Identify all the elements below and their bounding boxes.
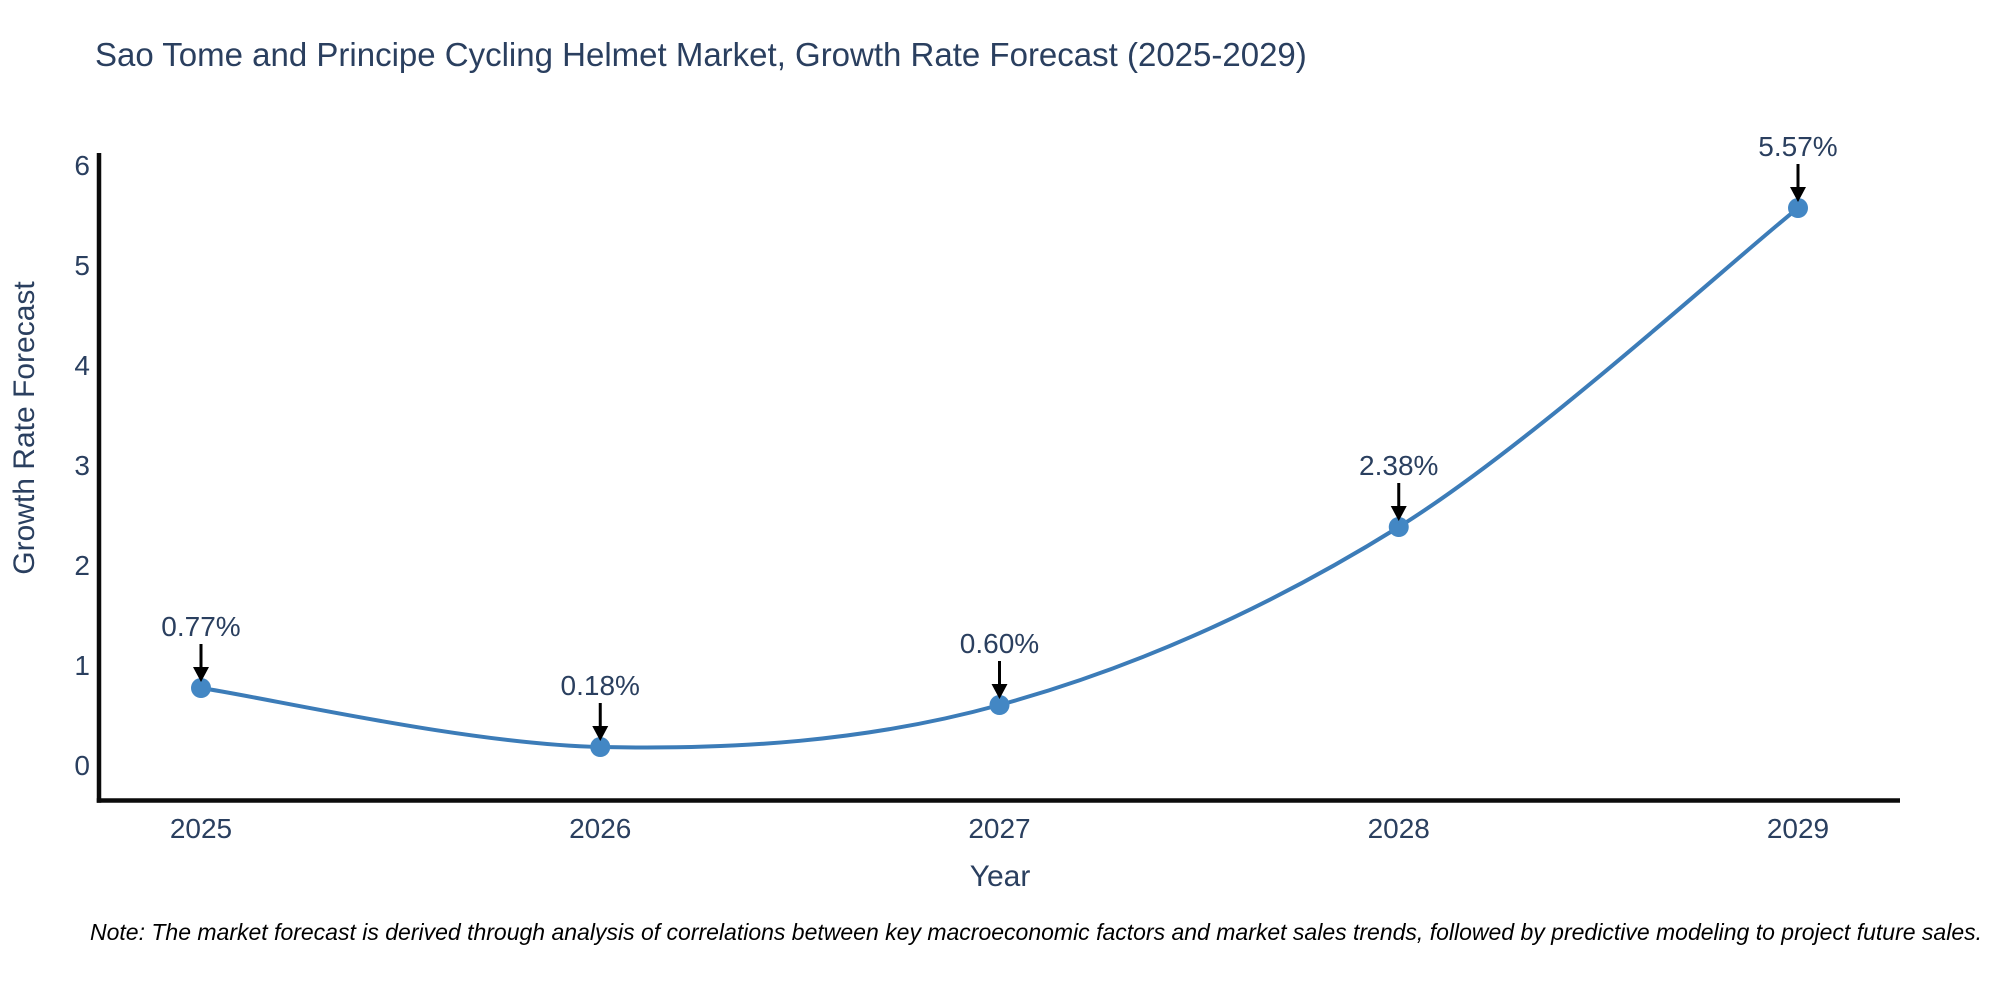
series-layer (191, 198, 1808, 757)
point-annotation: 2.38% (1359, 450, 1438, 521)
annotation-value-label: 0.18% (561, 670, 640, 701)
y-tick-label: 3 (74, 450, 90, 481)
y-tick-label: 6 (74, 150, 90, 181)
data-point-marker (1788, 198, 1808, 218)
chart-footnote: Note: The market forecast is derived thr… (90, 919, 1982, 945)
y-tick-label: 5 (74, 250, 90, 281)
point-annotation: 0.18% (561, 670, 640, 741)
data-point-marker (1388, 517, 1409, 537)
y-tick-label: 4 (74, 350, 90, 381)
annotation-arrow-head (1790, 187, 1806, 202)
y-tick-label: 0 (74, 750, 90, 781)
y-tick-label: 1 (74, 650, 90, 681)
x-tick-label: 2028 (1368, 813, 1430, 844)
x-axis-title: Year (970, 860, 1031, 893)
y-tick-label: 2 (74, 550, 90, 581)
data-point-marker (191, 678, 211, 698)
x-tick-label: 2026 (569, 813, 631, 844)
annotation-value-label: 2.38% (1359, 450, 1438, 481)
x-tick-label: 2029 (1767, 813, 1829, 844)
x-tick-label: 2025 (170, 813, 232, 844)
point-annotation: 0.77% (161, 611, 241, 682)
annotation-layer: 0.77% 0.18% 0.60% 2.38% 5.57% (161, 131, 1838, 741)
annotation-arrow-head (592, 726, 609, 741)
axes-layer: 0 1 2 3 4 5 6 2025 2026 2027 2028 2029 (74, 150, 1900, 844)
annotation-arrow-head (193, 667, 209, 682)
annotation-arrow-head (991, 684, 1008, 699)
data-point-marker (989, 695, 1010, 715)
annotation-arrow-head (1390, 506, 1407, 521)
x-tick-label: 2027 (968, 813, 1030, 844)
annotation-value-label: 0.60% (960, 628, 1039, 659)
annotation-value-label: 5.57% (1758, 131, 1837, 162)
annotation-value-label: 0.77% (161, 611, 240, 642)
y-axis-title: Growth Rate Forecast (8, 281, 41, 575)
chart-title: Sao Tome and Principe Cycling Helmet Mar… (95, 36, 1307, 73)
data-point-marker (590, 737, 611, 757)
point-annotation: 5.57% (1758, 131, 1838, 202)
point-annotation: 0.60% (960, 628, 1039, 699)
